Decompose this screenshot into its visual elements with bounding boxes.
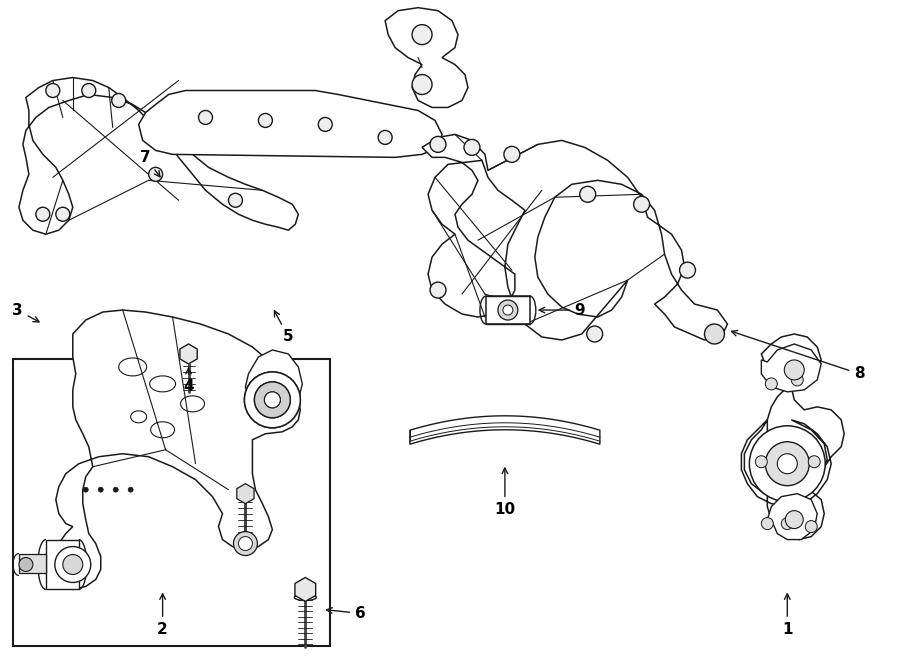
Circle shape [19, 557, 33, 571]
Text: 8: 8 [732, 330, 865, 381]
Circle shape [587, 326, 603, 342]
Circle shape [148, 167, 163, 181]
Polygon shape [422, 134, 727, 340]
Polygon shape [742, 334, 844, 540]
Circle shape [233, 532, 257, 555]
Circle shape [378, 130, 392, 144]
Circle shape [430, 282, 446, 298]
Circle shape [778, 453, 797, 474]
Circle shape [98, 487, 104, 492]
Circle shape [199, 111, 212, 124]
Circle shape [808, 455, 820, 468]
Circle shape [36, 207, 50, 221]
Circle shape [56, 207, 70, 221]
Text: 5: 5 [274, 311, 293, 344]
Circle shape [680, 262, 696, 278]
Circle shape [765, 442, 809, 486]
Circle shape [238, 537, 252, 551]
Polygon shape [761, 344, 821, 392]
Circle shape [112, 93, 126, 107]
Circle shape [503, 305, 513, 315]
Circle shape [128, 487, 133, 492]
Circle shape [761, 518, 773, 530]
Circle shape [786, 510, 804, 528]
Circle shape [781, 518, 793, 530]
Circle shape [580, 186, 596, 203]
Circle shape [430, 136, 446, 152]
Polygon shape [139, 91, 442, 158]
Polygon shape [768, 494, 817, 540]
Circle shape [504, 146, 520, 162]
Circle shape [258, 113, 273, 127]
Circle shape [55, 547, 91, 583]
Circle shape [784, 360, 805, 380]
Circle shape [791, 374, 804, 386]
Circle shape [265, 392, 281, 408]
Text: 6: 6 [327, 606, 366, 621]
Circle shape [245, 372, 301, 428]
Circle shape [634, 197, 650, 213]
Circle shape [464, 140, 480, 156]
Text: 2: 2 [158, 594, 168, 637]
Polygon shape [246, 350, 302, 414]
Polygon shape [53, 310, 301, 589]
Circle shape [750, 426, 825, 502]
Circle shape [46, 83, 59, 97]
Text: 10: 10 [494, 468, 516, 517]
Circle shape [705, 324, 725, 344]
Circle shape [265, 392, 281, 408]
Text: 1: 1 [782, 594, 793, 637]
Text: 3: 3 [13, 303, 39, 322]
Circle shape [82, 83, 95, 97]
Circle shape [498, 300, 518, 320]
Circle shape [84, 487, 88, 492]
Polygon shape [295, 577, 316, 602]
Polygon shape [410, 416, 600, 444]
Polygon shape [46, 540, 79, 589]
Circle shape [765, 378, 778, 390]
Circle shape [319, 117, 332, 132]
Text: 7: 7 [140, 150, 160, 177]
Circle shape [255, 382, 291, 418]
Polygon shape [180, 344, 197, 364]
Polygon shape [19, 553, 46, 573]
Circle shape [245, 372, 301, 428]
Text: 9: 9 [539, 303, 585, 318]
Circle shape [113, 487, 118, 492]
Polygon shape [486, 296, 530, 324]
Polygon shape [19, 77, 298, 234]
Circle shape [63, 555, 83, 575]
Circle shape [229, 193, 242, 207]
Bar [13, 359, 330, 646]
Circle shape [412, 24, 432, 44]
Polygon shape [237, 484, 254, 504]
Text: 4: 4 [184, 368, 194, 395]
Circle shape [412, 75, 432, 95]
Polygon shape [385, 8, 468, 107]
Circle shape [806, 520, 817, 532]
Circle shape [755, 455, 768, 468]
Circle shape [255, 382, 291, 418]
